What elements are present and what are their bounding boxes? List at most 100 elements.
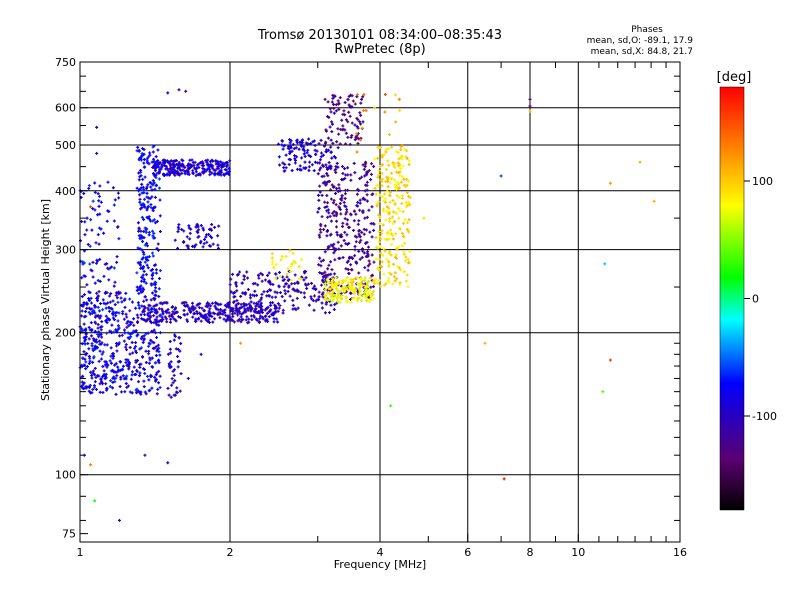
data-point-x-mode — [355, 93, 359, 97]
data-point-o-mode — [96, 314, 100, 318]
data-point-scattered — [199, 352, 203, 356]
data-point-x-mode — [373, 157, 377, 161]
data-point-o-mode — [92, 355, 96, 359]
data-point-x-mode — [285, 272, 289, 276]
data-point-x-mode — [323, 294, 327, 298]
data-point-o-mode — [242, 304, 246, 308]
data-point-x-mode — [394, 211, 398, 215]
y-tick-label: 200 — [55, 327, 76, 340]
data-point-o-mode — [198, 173, 202, 177]
x-tick-label: 1 — [77, 546, 84, 559]
data-point-x-mode — [392, 165, 396, 169]
data-point-x-mode — [372, 282, 376, 286]
data-point-x-mode — [378, 222, 382, 226]
data-point-o-mode — [105, 219, 109, 223]
data-point-o-mode — [336, 99, 340, 103]
data-point-o-mode — [135, 186, 139, 190]
data-point-o-mode — [155, 183, 159, 187]
data-point-o-mode — [91, 387, 95, 391]
data-point-x-mode — [380, 265, 384, 269]
data-point-o-mode — [79, 239, 83, 243]
data-point-o-mode — [203, 167, 207, 171]
data-point-o-mode — [273, 311, 277, 315]
data-point-o-mode — [359, 113, 363, 117]
data-point-o-mode — [213, 159, 217, 163]
data-point-o-mode — [147, 378, 151, 382]
data-point-o-mode — [215, 172, 219, 176]
data-point-o-mode — [151, 183, 155, 187]
data-point-o-mode — [100, 320, 104, 324]
data-point-x-mode — [408, 249, 412, 253]
data-point-o-mode — [95, 291, 99, 295]
data-point-o-mode — [91, 260, 95, 264]
data-point-x-mode — [390, 171, 394, 175]
data-point-o-mode — [134, 306, 138, 310]
data-point-o-mode — [93, 373, 97, 377]
data-point-o-mode — [332, 155, 336, 159]
data-point-x-mode — [336, 293, 340, 297]
data-point-o-mode — [95, 387, 99, 391]
data-point-x-mode — [362, 293, 366, 297]
data-point-o-mode — [129, 335, 133, 339]
data-point-o-mode — [173, 379, 177, 383]
data-point-o-mode — [285, 275, 289, 279]
data-point-o-mode — [103, 262, 107, 266]
data-point-o-mode — [107, 318, 111, 322]
data-point-o-mode — [277, 306, 281, 310]
data-point-o-mode — [114, 392, 118, 396]
data-point-o-mode — [177, 223, 181, 227]
data-point-o-mode — [93, 385, 97, 389]
data-point-o-mode — [171, 369, 175, 373]
data-point-o-mode — [115, 260, 119, 264]
data-point-o-mode — [213, 169, 217, 173]
data-point-o-mode — [288, 294, 292, 298]
data-point-o-mode — [227, 318, 231, 322]
data-point-o-mode — [319, 138, 323, 142]
data-point-o-mode — [95, 340, 99, 344]
data-point-o-mode — [332, 209, 336, 213]
data-point-o-mode — [150, 195, 154, 199]
data-point-x-mode — [397, 182, 401, 186]
data-point-o-mode — [290, 168, 294, 172]
data-point-o-mode — [128, 309, 132, 313]
data-point-x-mode — [358, 138, 362, 142]
data-point-o-mode — [353, 248, 357, 252]
data-point-o-mode — [227, 166, 231, 170]
data-point-x-mode — [387, 276, 391, 280]
data-point-x-mode — [393, 220, 397, 224]
data-point-o-mode — [158, 168, 162, 172]
data-point-o-mode — [145, 157, 149, 161]
data-point-o-mode — [324, 163, 328, 167]
data-point-o-mode — [188, 231, 192, 235]
data-point-o-mode — [360, 175, 364, 179]
data-point-o-mode — [136, 145, 140, 149]
data-point-o-mode — [273, 290, 277, 294]
data-point-o-mode — [318, 256, 322, 260]
data-point-x-mode — [354, 132, 358, 136]
data-point-o-mode — [329, 219, 333, 223]
data-point-o-mode — [321, 272, 325, 276]
data-point-o-mode — [145, 191, 149, 195]
data-point-o-mode — [146, 311, 150, 315]
data-point-o-mode — [112, 203, 116, 207]
data-point-o-mode — [228, 283, 232, 287]
data-point-o-mode — [130, 370, 134, 374]
data-point-o-mode — [168, 339, 172, 343]
data-point-o-mode — [367, 295, 371, 299]
data-point-x-mode — [379, 237, 383, 241]
data-point-o-mode — [137, 229, 141, 233]
data-point-o-mode — [208, 173, 212, 177]
data-point-o-mode — [362, 227, 366, 231]
data-point-x-mode — [402, 250, 406, 254]
data-point-x-mode — [274, 262, 278, 266]
data-point-o-mode — [126, 384, 130, 388]
data-point-o-mode — [142, 385, 146, 389]
data-point-o-mode — [87, 306, 91, 310]
data-point-o-mode — [328, 125, 332, 129]
data-point-o-mode — [141, 267, 145, 271]
data-point-o-mode — [319, 259, 323, 263]
data-point-o-mode — [99, 357, 103, 361]
data-point-o-mode — [118, 385, 122, 389]
data-point-o-mode — [207, 309, 211, 313]
data-point-o-mode — [138, 200, 142, 204]
